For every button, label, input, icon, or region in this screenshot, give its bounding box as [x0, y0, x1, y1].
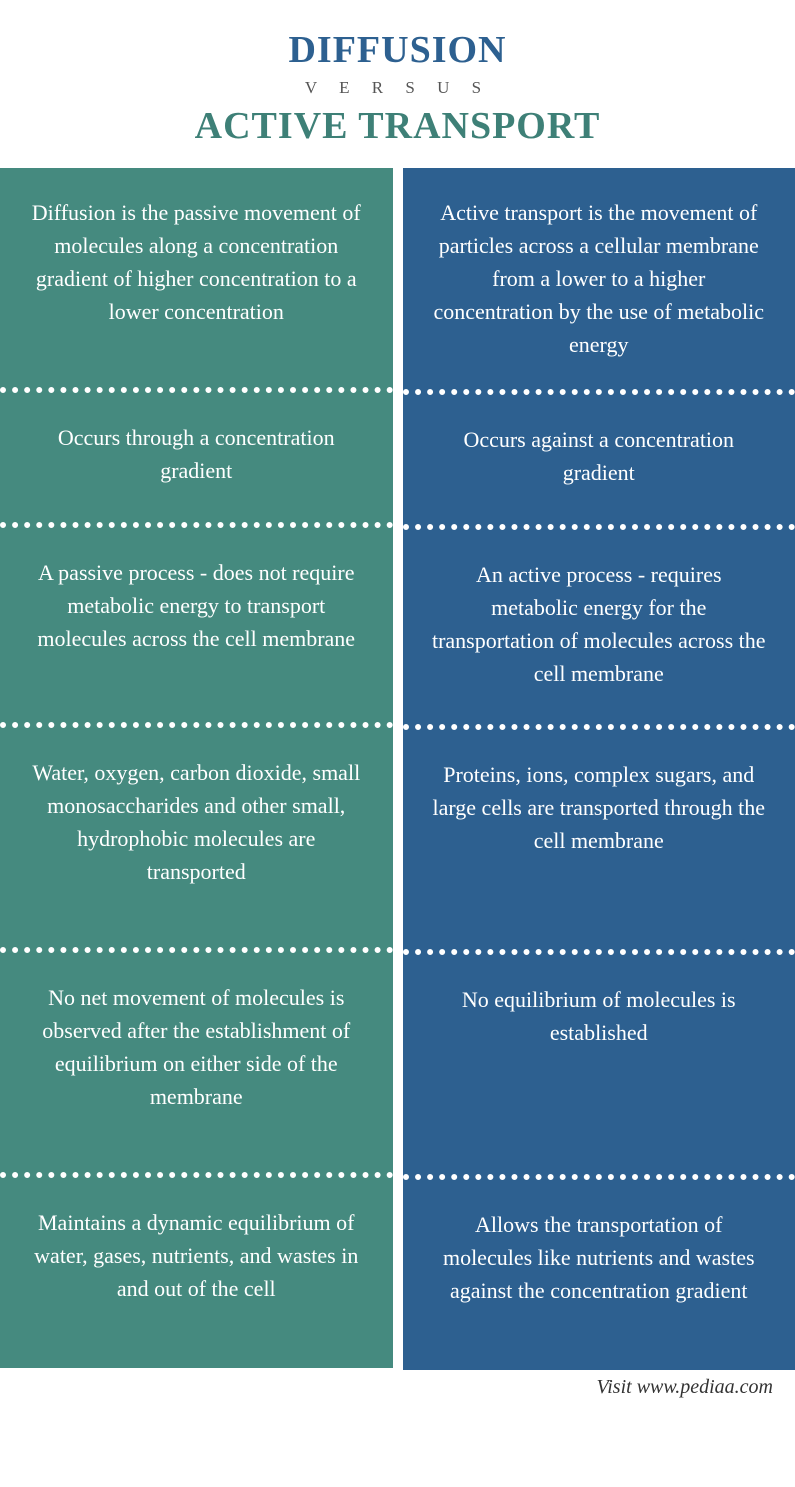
diffusion-column: Diffusion is the passive movement of mol…	[0, 168, 393, 1370]
versus-label: V E R S U S	[0, 78, 795, 98]
active-transport-cell-2: Occurs against a concentration gradient	[403, 395, 795, 530]
diffusion-cell-1: Diffusion is the passive movement of mol…	[0, 168, 393, 393]
diffusion-cell-3: A passive process - does not require met…	[0, 528, 393, 728]
active-transport-cell-6: Allows the transportation of molecules l…	[403, 1180, 795, 1370]
active-transport-cell-1: Active transport is the movement of part…	[403, 168, 795, 395]
footer-credit: Visit www.pediaa.com	[0, 1370, 795, 1413]
diffusion-cell-4: Water, oxygen, carbon dioxide, small mon…	[0, 728, 393, 953]
active-transport-column: Active transport is the movement of part…	[403, 168, 795, 1370]
active-transport-cell-3: An active process - requires metabolic e…	[403, 530, 795, 730]
title-active-transport: ACTIVE TRANSPORT	[0, 104, 795, 148]
title-diffusion: DIFFUSION	[0, 28, 795, 72]
active-transport-cell-4: Proteins, ions, complex sugars, and larg…	[403, 730, 795, 955]
comparison-columns: Diffusion is the passive movement of mol…	[0, 168, 795, 1370]
diffusion-cell-2: Occurs through a concentration gradient	[0, 393, 393, 528]
diffusion-cell-6: Maintains a dynamic equilibrium of water…	[0, 1178, 393, 1368]
active-transport-cell-5: No equilibrium of molecules is establish…	[403, 955, 795, 1180]
header: DIFFUSION V E R S U S ACTIVE TRANSPORT	[0, 0, 795, 168]
diffusion-cell-5: No net movement of molecules is observed…	[0, 953, 393, 1178]
